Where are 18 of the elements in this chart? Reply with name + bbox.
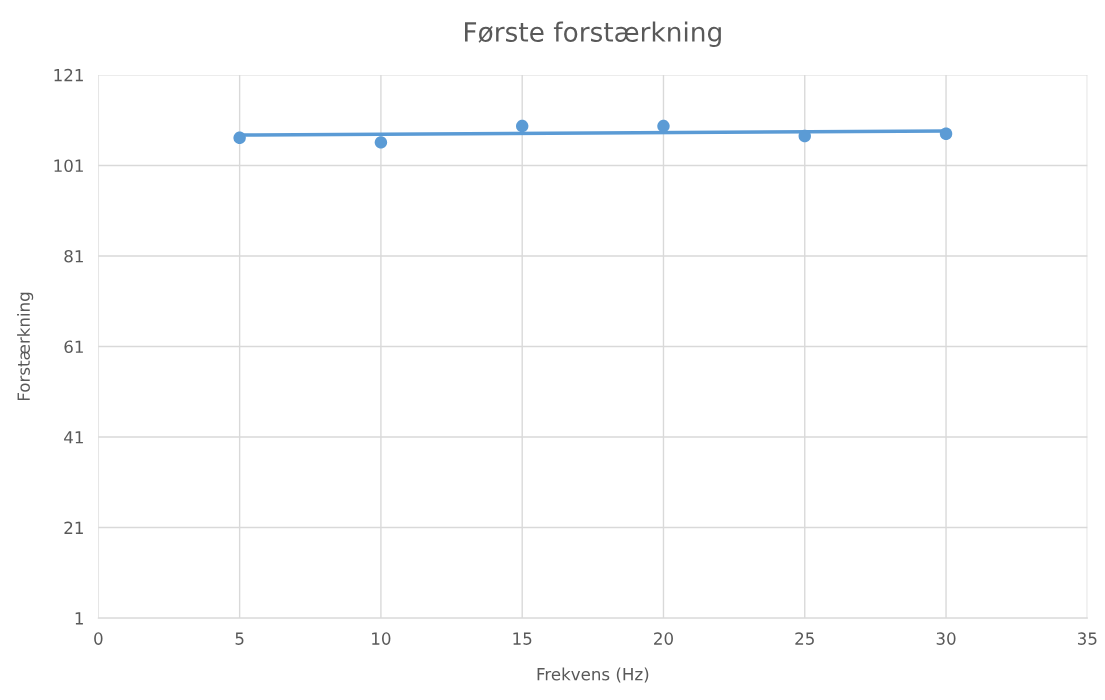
x-tick-label: 20 bbox=[654, 632, 673, 645]
x-tick-label: 5 bbox=[235, 632, 244, 645]
y-tick-label: 121 bbox=[54, 68, 83, 82]
x-tick-label: 25 bbox=[795, 632, 814, 645]
x-axis-title: Frekvens (Hz) bbox=[537, 667, 649, 683]
y-tick-label: 81 bbox=[64, 249, 83, 263]
x-tick-label: 0 bbox=[94, 632, 103, 645]
chart-title: Første forstærkning bbox=[465, 21, 721, 48]
x-tick-label: 10 bbox=[372, 632, 391, 645]
y-tick-label: 41 bbox=[64, 431, 83, 444]
y-axis-title: Forstærkning bbox=[17, 292, 34, 401]
x-tick-label: 35 bbox=[1077, 632, 1097, 645]
x-tick-label: 15 bbox=[513, 632, 532, 645]
y-tick-label: 21 bbox=[64, 521, 83, 534]
y-tick-label: 61 bbox=[64, 340, 83, 354]
x-tick-label: 30 bbox=[936, 632, 956, 645]
y-tick-label: 1 bbox=[75, 612, 83, 625]
y-tick-label: 101 bbox=[54, 159, 83, 172]
